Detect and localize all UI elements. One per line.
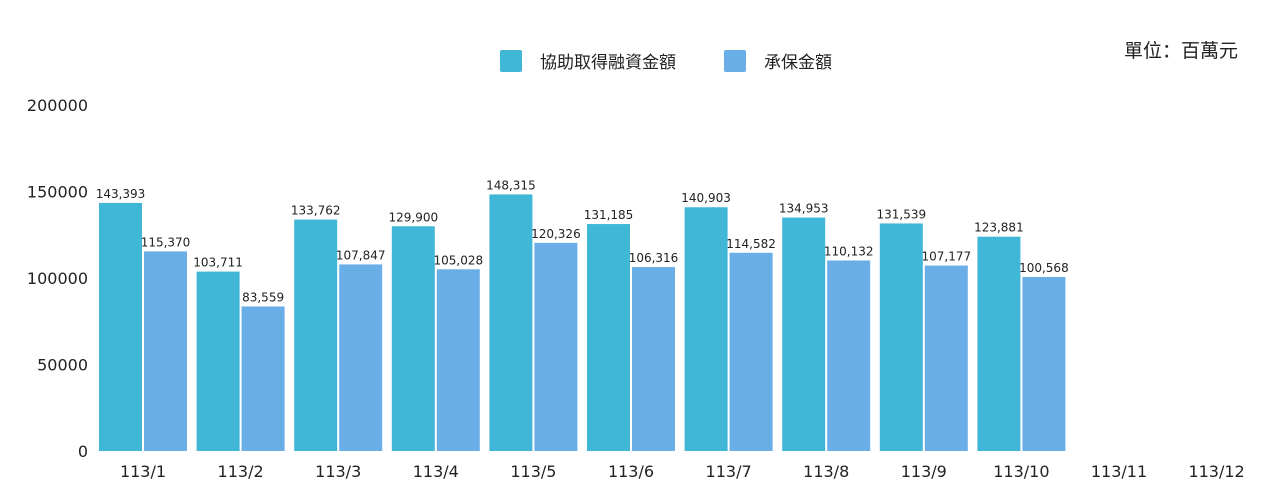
x-tick-label: 113/10 — [993, 462, 1049, 481]
data-label: 131,539 — [876, 207, 926, 221]
bar-guarantee — [632, 267, 675, 451]
data-label: 114,582 — [726, 237, 776, 251]
bar-guarantee — [241, 306, 285, 451]
data-label: 133,762 — [291, 204, 341, 218]
data-label: 83,559 — [242, 290, 284, 304]
bar-financing — [196, 271, 240, 451]
data-label: 140,903 — [681, 191, 731, 205]
bar-guarantee — [144, 251, 187, 451]
legend-item-guarantee: 承保金額 — [724, 48, 832, 73]
bar-guarantee — [534, 242, 578, 451]
bar-financing — [489, 194, 533, 452]
data-label: 115,370 — [141, 235, 191, 249]
x-tick-label: 113/6 — [608, 462, 654, 481]
y-tick-label: 0 — [78, 442, 88, 461]
y-tick-label: 150000 — [27, 183, 88, 202]
bar-guarantee — [827, 260, 871, 451]
data-label: 105,028 — [433, 253, 483, 267]
x-tick-label: 113/1 — [120, 462, 166, 481]
data-label: 123,881 — [974, 221, 1024, 235]
data-label: 120,326 — [531, 227, 581, 241]
data-label: 100,568 — [1019, 261, 1069, 275]
bar-guarantee — [924, 265, 968, 451]
data-label: 107,177 — [921, 250, 971, 264]
x-tick-label: 113/5 — [510, 462, 556, 481]
legend-label-guarantee: 承保金額 — [764, 53, 832, 73]
bar-financing — [684, 207, 728, 451]
x-tick-label: 113/8 — [803, 462, 849, 481]
data-label: 143,393 — [96, 187, 146, 201]
data-label: 106,316 — [629, 251, 679, 265]
x-tick-label: 113/2 — [218, 462, 264, 481]
legend-item-financing: 協助取得融資金額 — [500, 48, 676, 73]
bar-guarantee — [1022, 277, 1066, 451]
x-tick-label: 113/7 — [706, 462, 752, 481]
y-tick-label: 50000 — [37, 356, 88, 375]
bar-financing — [99, 202, 142, 451]
bar-financing — [782, 217, 826, 451]
legend-swatch-financing — [500, 49, 522, 72]
bar-financing — [977, 236, 1021, 451]
bar-financing — [391, 226, 435, 451]
data-label: 107,847 — [336, 248, 386, 262]
bar-financing — [294, 219, 338, 451]
data-label: 110,132 — [824, 244, 874, 258]
data-label: 148,315 — [486, 178, 536, 192]
data-label: 134,953 — [779, 202, 829, 216]
legend-swatch-guarantee — [724, 49, 746, 72]
y-tick-label: 100000 — [27, 269, 88, 288]
data-label: 129,900 — [388, 210, 438, 224]
data-label: 103,711 — [193, 256, 243, 270]
bar-guarantee — [339, 264, 383, 451]
data-label: 131,185 — [584, 208, 634, 222]
x-tick-label: 113/12 — [1188, 462, 1244, 481]
x-tick-label: 113/11 — [1091, 462, 1147, 481]
x-tick-label: 113/3 — [315, 462, 361, 481]
x-tick-label: 113/9 — [901, 462, 947, 481]
legend-label-financing: 協助取得融資金額 — [540, 53, 676, 73]
legend: 協助取得融資金額 承保金額 — [500, 48, 880, 73]
x-tick-label: 113/4 — [413, 462, 459, 481]
bar-financing — [879, 223, 923, 451]
unit-label: 單位：百萬元 — [1123, 40, 1238, 62]
bar-guarantee — [729, 252, 773, 451]
bar-guarantee — [436, 269, 480, 451]
bar-financing — [587, 224, 630, 451]
y-tick-label: 200000 — [27, 96, 88, 115]
